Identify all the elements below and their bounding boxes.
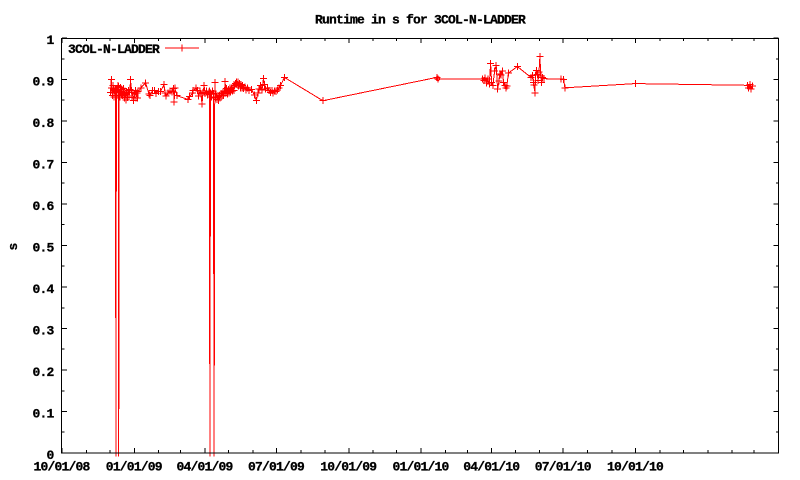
svg-text:Runtime in s for 3COL-N-LADDER: Runtime in s for 3COL-N-LADDER	[315, 13, 526, 28]
svg-text:0.8: 0.8	[32, 116, 54, 131]
svg-text:10/01/09: 10/01/09	[320, 460, 377, 475]
svg-text:0.9: 0.9	[32, 75, 54, 90]
svg-text:0.6: 0.6	[32, 199, 54, 214]
svg-text:0.7: 0.7	[32, 158, 53, 173]
svg-text:04/01/10: 04/01/10	[463, 460, 520, 475]
svg-text:s: s	[6, 243, 21, 251]
svg-text:0.3: 0.3	[32, 324, 54, 339]
svg-text:01/01/10: 01/01/10	[392, 460, 449, 475]
svg-text:1: 1	[46, 33, 54, 48]
svg-text:3COL-N-LADDER: 3COL-N-LADDER	[68, 42, 160, 57]
svg-text:07/01/09: 07/01/09	[248, 460, 305, 475]
svg-text:0.5: 0.5	[32, 241, 54, 256]
svg-text:0.1: 0.1	[32, 407, 54, 422]
svg-text:10/01/10: 10/01/10	[607, 460, 664, 475]
svg-text:04/01/09: 04/01/09	[176, 460, 233, 475]
svg-text:0.2: 0.2	[32, 365, 54, 380]
svg-text:01/01/09: 01/01/09	[106, 460, 163, 475]
svg-text:07/01/10: 07/01/10	[535, 460, 592, 475]
svg-text:0.4: 0.4	[32, 282, 54, 297]
svg-text:0: 0	[46, 448, 54, 463]
svg-text:10/01/08: 10/01/08	[33, 460, 90, 475]
